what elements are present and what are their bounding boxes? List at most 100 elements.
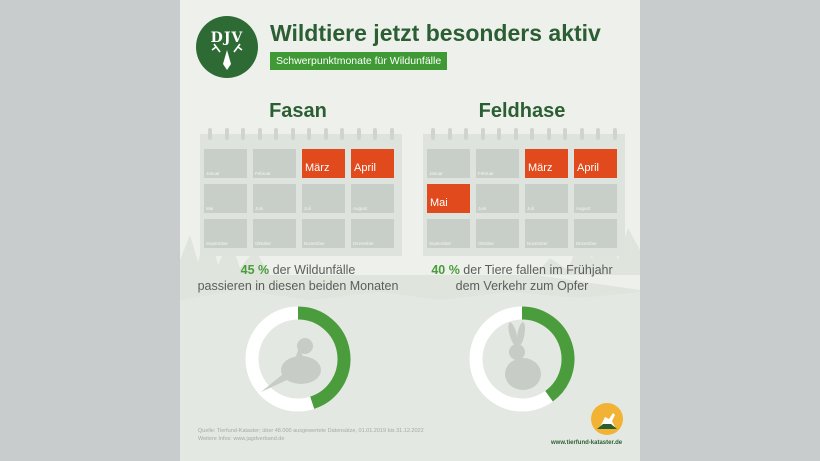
month-label: Juni [478,206,487,211]
month-label: März [305,162,330,174]
month-cell: Dezember [574,219,617,248]
month-label: Mai [206,206,214,211]
month-cell: Juni [476,184,519,213]
month-cell: März [302,149,345,178]
month-cell: Mai [427,184,470,213]
calendar-fasan: Januar Februar März April Mai Juni Juli August S… [200,128,402,256]
month-label: November [527,241,548,246]
calendar-ring [274,128,278,140]
stat-percent: 40 % [431,263,460,277]
stat-text-line2: passieren in diesen beiden Monaten [197,279,399,293]
stat-text-line1: der Wildunfälle [269,263,356,277]
calendar-feldhase: Januar Februar März April Mai Juni Juli August S… [423,128,625,256]
month-cell: Mai [204,184,247,213]
month-cell: März [525,149,568,178]
calendar-ring [340,128,344,140]
month-label: April [577,162,600,174]
calendar-grid: Januar Februar März April Mai Juni Juli August S… [200,134,402,256]
calendar-ring [323,128,328,140]
month-cell: Januar [204,149,247,178]
panel-title-feldhase: Feldhase [478,100,566,122]
month-label: Juli [304,206,311,211]
month-cell: Februar [476,149,519,178]
stat-feldhase: 40 % der Tiere fallen im Frühjahr dem Ve… [407,262,637,294]
calendar-ring [241,128,245,140]
month-label: Februar [255,171,271,176]
calendar-ring [546,128,551,140]
month-label: Oktober [478,241,495,246]
month-label: Januar [429,171,443,176]
website-link[interactable]: www.tierfund-kataster.de [551,440,623,446]
donut-chart-fasan [245,306,351,412]
month-label: Mai [430,197,448,209]
calendar-rings [423,128,625,140]
panel-title-fasan: Fasan [269,100,327,122]
month-cell: November [525,219,568,248]
month-label: Januar [206,171,220,176]
month-cell: September [204,219,247,248]
calendar-ring [373,128,377,140]
calendar-ring [513,128,518,140]
month-cell: Dezember [351,219,394,248]
calendar-ring [431,128,435,140]
month-label: September [429,241,452,246]
stat-fasan: 45 % der Wildunfälle passieren in diesen… [183,262,413,294]
calendar-ring [257,128,262,140]
source-line: Quelle: Tierfund-Kataster; über 48.000 a… [198,428,424,434]
calendar-ring [612,128,617,140]
deer-antler-icon [211,43,243,70]
infographic-card: DJV Wildtiere jetzt besonders aktiv Schw… [180,0,640,461]
month-cell: September [427,219,470,248]
info-line: Weitere Infos: www.jagdverband.de [198,436,285,442]
month-label: April [354,162,377,174]
page-subtitle: Schwerpunktmonate für Wildunfälle [270,52,448,70]
month-label: September [206,241,229,246]
month-label: August [353,206,368,211]
stat-text-line1: der Tiere fallen im Frühjahr [459,263,613,277]
month-label: November [304,241,325,246]
hare-icon [505,322,541,390]
month-cell: August [351,184,394,213]
month-label: Juni [255,206,264,211]
month-cell: November [302,219,345,248]
calendar-ring [447,128,452,140]
calendar-ring [480,128,485,140]
calendar-ring [563,128,567,140]
month-label: August [576,206,591,211]
month-cell: August [574,184,617,213]
calendar-ring [497,128,501,140]
calendar-ring [356,128,361,140]
month-label: März [528,162,553,174]
calendar-rings [200,128,402,140]
deer-icon [597,413,617,429]
donut-slice-highlight [297,306,351,409]
month-cell: April [351,149,394,178]
calendar-ring [579,128,584,140]
month-cell: Juli [302,184,345,213]
page-title: Wildtiere jetzt besonders aktiv [270,20,601,46]
donut-slice-highlight [521,306,575,402]
month-cell: Juli [525,184,568,213]
month-label: Oktober [255,241,272,246]
month-cell: Januar [427,149,470,178]
month-cell: April [574,149,617,178]
donut-chart-feldhase [469,306,575,412]
calendar-ring [389,128,394,140]
djv-logo: DJV [196,16,258,78]
logo-text: DJV [210,30,244,46]
month-cell: Juni [253,184,296,213]
calendar-grid: Januar Februar März April Mai Juni Juli August S… [423,134,625,256]
calendar-ring [596,128,600,140]
stat-percent: 45 % [240,263,270,277]
month-label: Dezember [353,241,374,246]
source-note: Quelle: Tierfund-Kataster; über 48.000 a… [198,427,424,443]
month-label: Februar [478,171,494,176]
calendar-ring [290,128,295,140]
stat-text-line2: dem Verkehr zum Opfer [455,279,589,293]
month-cell: Februar [253,149,296,178]
calendar-ring [208,128,212,140]
pheasant-icon [261,338,321,392]
month-cell: Oktober [476,219,519,248]
calendar-ring [224,128,229,140]
month-label: Juli [527,206,534,211]
